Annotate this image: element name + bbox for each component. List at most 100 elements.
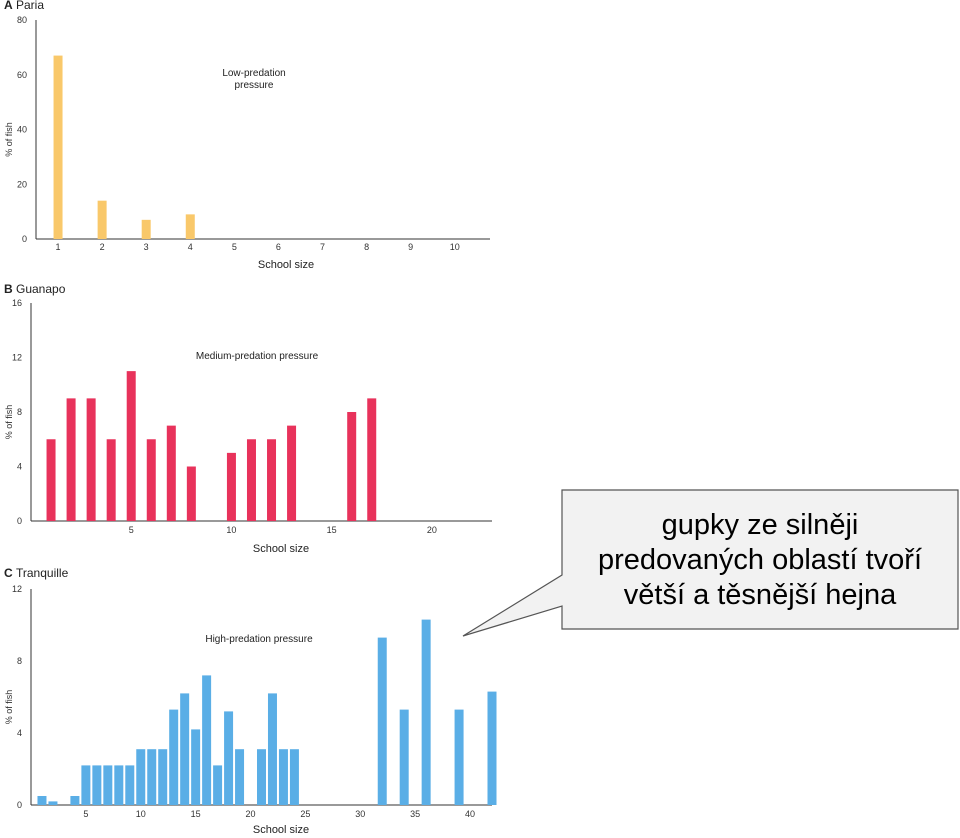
y-tick-label: 4 xyxy=(17,728,22,738)
bar xyxy=(224,711,234,805)
bar xyxy=(278,749,288,805)
bar xyxy=(367,398,377,521)
y-tick-label: 0 xyxy=(17,516,22,526)
chart-panel-c: C Tranquille 0 4 8 12 5 10 15 20 25 30 35 40 School si… xyxy=(4,566,497,836)
bar xyxy=(257,749,266,805)
bar xyxy=(114,765,124,805)
x-tick-label: 10 xyxy=(450,242,460,252)
bar xyxy=(37,796,47,805)
callout xyxy=(462,489,959,637)
bar xyxy=(66,398,76,521)
x-tick-label: 8 xyxy=(364,242,369,252)
bar xyxy=(235,749,245,805)
y-tick-label: 40 xyxy=(17,125,27,135)
bar xyxy=(92,765,102,805)
callout-text: gupky ze silněji predovaných oblastí tvo… xyxy=(565,508,955,613)
panel-label: A xyxy=(4,0,13,12)
panel-label: B xyxy=(4,282,13,296)
bar xyxy=(267,439,277,521)
y-tick-label: 0 xyxy=(17,800,22,810)
y-tick-label: 12 xyxy=(12,353,22,363)
callout-line-1: gupky ze silněji xyxy=(661,509,859,541)
bar xyxy=(141,219,151,239)
x-axis-label: School size xyxy=(253,543,309,555)
x-tick-label: 5 xyxy=(83,809,88,819)
y-tick-label: 20 xyxy=(17,179,27,189)
y-axis-label: % of fish xyxy=(4,690,14,725)
bar xyxy=(185,214,195,239)
x-tick-label: 4 xyxy=(188,242,193,252)
bar xyxy=(213,765,223,805)
x-tick-label: 9 xyxy=(408,242,413,252)
callout-box xyxy=(462,489,959,637)
x-tick-label: 10 xyxy=(136,809,146,819)
bar xyxy=(48,801,58,805)
x-tick-label: 3 xyxy=(144,242,149,252)
bar xyxy=(126,371,136,521)
y-axis-label: % of fish xyxy=(4,405,14,440)
x-tick-label: 5 xyxy=(232,242,237,252)
bar xyxy=(377,637,387,805)
x-tick-label: 15 xyxy=(327,525,337,535)
annotation-line: Low-predation xyxy=(222,68,285,79)
y-tick-label: 80 xyxy=(17,15,27,25)
x-tick-label: 15 xyxy=(191,809,201,819)
chart-panel-a: A Paria 0 20 40 60 80 1 2 3 4 5 6 7 8 9 10 School size % o… xyxy=(4,0,490,271)
y-axis-label: % of fish xyxy=(4,122,14,157)
x-axis-label: School size xyxy=(258,259,314,271)
x-tick-label: 35 xyxy=(410,809,420,819)
x-tick-label: 10 xyxy=(226,525,236,535)
panel-label: C xyxy=(4,566,13,580)
x-tick-label: 20 xyxy=(427,525,437,535)
bar xyxy=(180,693,190,805)
x-tick-label: 6 xyxy=(276,242,281,252)
annotation: Medium-predation pressure xyxy=(196,351,319,362)
panel-title: Paria xyxy=(16,0,44,12)
y-tick-label: 4 xyxy=(17,462,22,472)
x-tick-label: 30 xyxy=(355,809,365,819)
annotation: High-predation pressure xyxy=(205,634,313,645)
bar xyxy=(125,765,135,805)
x-tick-label: 1 xyxy=(56,242,61,252)
bar xyxy=(399,709,409,805)
x-axis-label: School size xyxy=(253,824,309,836)
bar xyxy=(186,466,196,521)
y-tick-label: 60 xyxy=(17,70,27,80)
callout-line-2: predovaných oblastí tvoří xyxy=(597,544,922,576)
bar xyxy=(169,709,179,805)
bar xyxy=(246,439,256,521)
bar xyxy=(97,200,107,239)
bar xyxy=(202,675,212,805)
y-tick-label: 8 xyxy=(17,407,22,417)
bar xyxy=(46,439,56,521)
bar xyxy=(81,765,91,805)
bar xyxy=(158,749,168,805)
bar xyxy=(146,439,156,521)
bar xyxy=(287,425,297,521)
bar xyxy=(166,425,176,521)
bar xyxy=(191,729,201,805)
bar xyxy=(147,749,157,805)
x-tick-label: 7 xyxy=(320,242,325,252)
x-tick-label: 20 xyxy=(246,809,256,819)
bar xyxy=(487,691,497,805)
bar xyxy=(53,55,63,240)
bar xyxy=(136,749,146,805)
callout-line-3: větší a těsnější hejna xyxy=(623,579,897,611)
bar xyxy=(70,796,80,805)
bar xyxy=(103,765,113,805)
panel-title: Tranquille xyxy=(16,566,69,580)
y-tick-label: 16 xyxy=(12,298,22,308)
bar xyxy=(106,439,116,521)
y-tick-label: 8 xyxy=(17,656,22,666)
x-tick-label: 40 xyxy=(465,809,475,819)
x-tick-label: 5 xyxy=(129,525,134,535)
x-tick-label: 2 xyxy=(100,242,105,252)
y-tick-label: 0 xyxy=(22,234,27,244)
x-tick-label: 25 xyxy=(300,809,310,819)
bar xyxy=(347,412,357,521)
bar xyxy=(421,619,431,805)
y-tick-label: 12 xyxy=(12,584,22,594)
bar xyxy=(226,452,236,521)
